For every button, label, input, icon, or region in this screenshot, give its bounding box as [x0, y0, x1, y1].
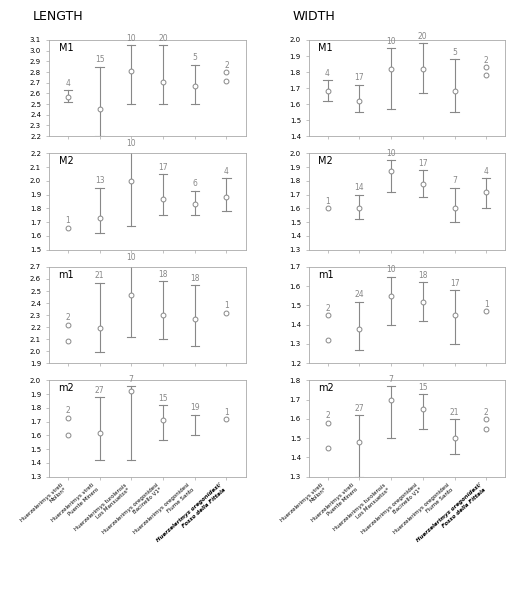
Text: 14: 14	[354, 183, 364, 192]
Text: 2: 2	[325, 411, 330, 421]
Text: m2: m2	[319, 383, 334, 394]
Text: Huerzelerimys vireti
Mollon*: Huerzelerimys vireti Mollon*	[19, 482, 68, 528]
Text: 10: 10	[386, 36, 396, 46]
Text: 18: 18	[190, 274, 200, 282]
Text: 4: 4	[224, 167, 229, 176]
Text: LENGTH: LENGTH	[33, 10, 84, 23]
Text: 24: 24	[354, 290, 364, 299]
Text: 27: 27	[95, 386, 104, 395]
Text: 20: 20	[158, 34, 168, 43]
Text: 2: 2	[484, 56, 489, 65]
Text: 5: 5	[192, 53, 197, 62]
Text: m1: m1	[319, 270, 334, 280]
Text: 13: 13	[95, 177, 104, 185]
Text: M2: M2	[58, 156, 73, 166]
Text: 18: 18	[418, 271, 427, 280]
Text: WIDTH: WIDTH	[293, 10, 336, 23]
Text: M2: M2	[319, 156, 333, 166]
Text: 17: 17	[158, 163, 168, 172]
Text: Huerzelerimys oregonidesi
Bacinello V1*: Huerzelerimys oregonidesi Bacinello V1*	[361, 482, 423, 539]
Text: 4: 4	[484, 167, 489, 176]
Text: M1: M1	[58, 43, 73, 53]
Text: M1: M1	[319, 43, 333, 53]
Text: 4: 4	[65, 79, 70, 88]
Text: 10: 10	[126, 140, 136, 148]
Text: 19: 19	[190, 403, 200, 413]
Text: 6: 6	[192, 179, 197, 188]
Text: 27: 27	[354, 403, 364, 413]
Text: Huerzelerimys vireti
Puente Minero: Huerzelerimys vireti Puente Minero	[311, 482, 359, 528]
Text: m1: m1	[58, 270, 74, 280]
Text: 10: 10	[386, 149, 396, 158]
Text: 1: 1	[224, 301, 229, 310]
Text: 10: 10	[386, 265, 396, 274]
Text: 21: 21	[450, 408, 459, 416]
Text: 7: 7	[129, 375, 134, 384]
Text: Huerzelerimys turolensis
Los Mansuetos*: Huerzelerimys turolensis Los Mansuetos*	[73, 482, 131, 536]
Text: 1: 1	[484, 300, 489, 309]
Text: 1: 1	[325, 197, 330, 206]
Text: 4: 4	[325, 69, 330, 77]
Text: 17: 17	[418, 159, 428, 167]
Text: Huerzelerimys vireti
Mollon*: Huerzelerimys vireti Mollon*	[279, 482, 328, 528]
Text: Huerzelerimys oregonidesi/
Fosso della Fittaia: Huerzelerimys oregonidesi/ Fosso della F…	[156, 482, 226, 547]
Text: 2: 2	[65, 406, 70, 415]
Text: 15: 15	[158, 394, 168, 403]
Text: Huerzelerimys vireti
Puente Minero: Huerzelerimys vireti Puente Minero	[51, 482, 100, 528]
Text: Huerzelerimys oregonidesi
Fiume Santo: Huerzelerimys oregonidesi Fiume Santo	[133, 482, 195, 539]
Text: Huerzelerimys oregonidesi
Fiume Santo: Huerzelerimys oregonidesi Fiume Santo	[392, 482, 455, 539]
Text: 15: 15	[418, 383, 428, 392]
Text: 1: 1	[65, 216, 70, 225]
Text: 2: 2	[484, 408, 489, 416]
Text: 15: 15	[95, 55, 104, 65]
Text: Huerzelerimys oregonidesi
Bacinello V1*: Huerzelerimys oregonidesi Bacinello V1*	[101, 482, 163, 539]
Text: 18: 18	[158, 270, 168, 279]
Text: 2: 2	[65, 313, 70, 322]
Text: 1: 1	[224, 408, 229, 416]
Text: m2: m2	[58, 383, 74, 394]
Text: 5: 5	[452, 48, 457, 57]
Text: Huerzelerimys turolensis
Los Mansuetos*: Huerzelerimys turolensis Los Mansuetos*	[333, 482, 391, 536]
Text: 10: 10	[126, 253, 136, 262]
Text: 2: 2	[224, 61, 229, 69]
Text: 10: 10	[126, 34, 136, 43]
Text: 20: 20	[418, 32, 428, 41]
Text: 7: 7	[452, 177, 457, 185]
Text: 17: 17	[450, 279, 459, 288]
Text: 2: 2	[325, 304, 330, 312]
Text: 7: 7	[389, 375, 393, 384]
Text: 17: 17	[354, 73, 364, 82]
Text: Huerzelerimys oregonidesi/
Fosso della Fittaia: Huerzelerimys oregonidesi/ Fosso della F…	[416, 482, 486, 547]
Text: 21: 21	[95, 271, 104, 280]
